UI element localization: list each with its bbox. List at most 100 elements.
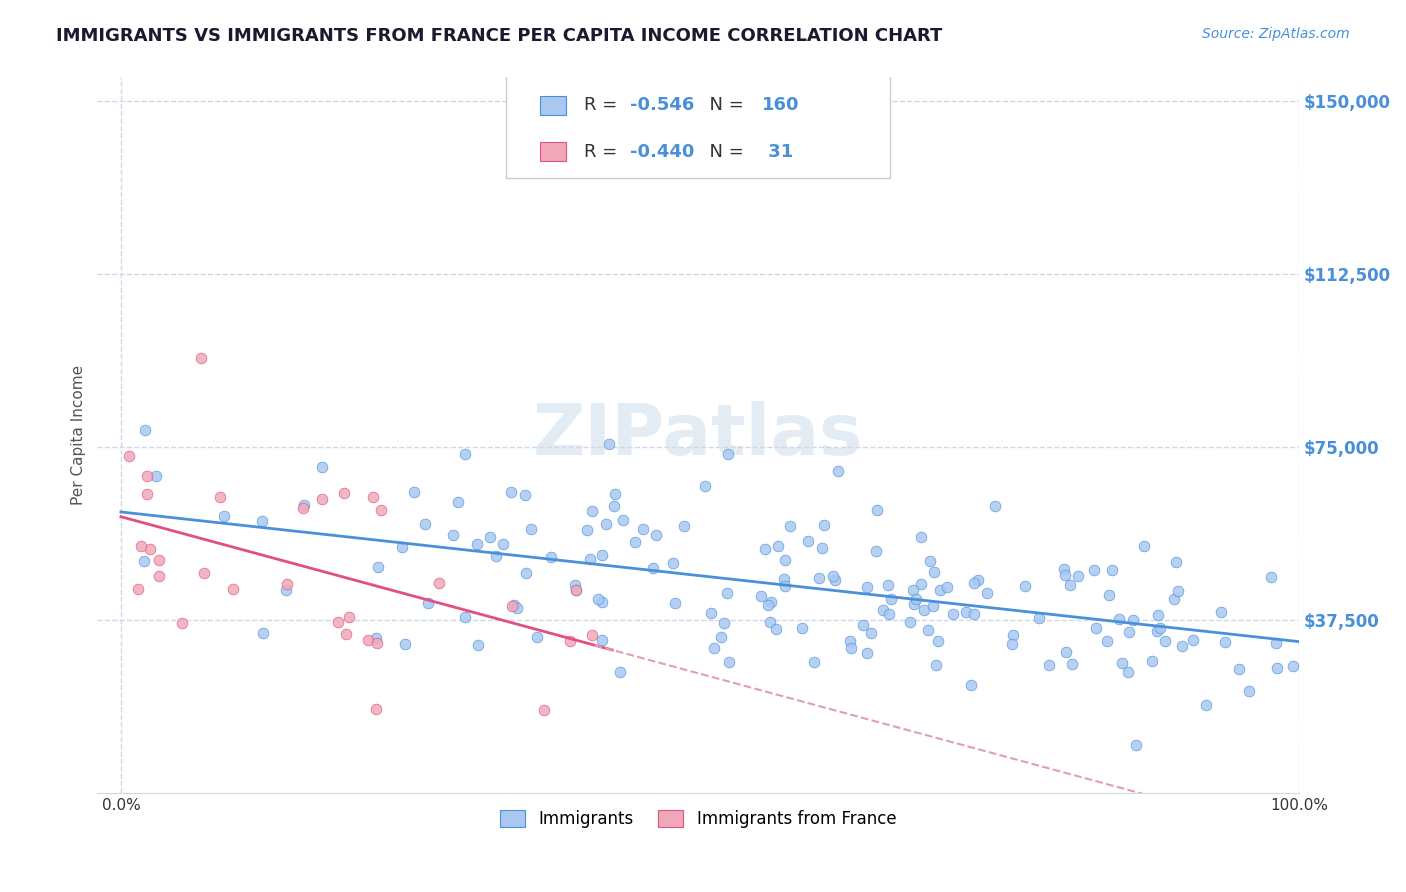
Immigrants (917, 623, 939, 637)
Immigrants (413, 517, 436, 532)
Immigrants (505, 600, 527, 615)
Immigrants (796, 534, 818, 549)
Immigrants (716, 585, 738, 599)
Immigrants (467, 639, 489, 653)
Immigrants (404, 485, 426, 500)
Immigrants (591, 595, 613, 609)
Immigrants (942, 607, 965, 621)
Immigrants (1239, 684, 1261, 698)
Immigrants (903, 597, 925, 611)
Immigrants (603, 487, 626, 501)
Immigrants from France (190, 351, 212, 365)
Immigrants (1014, 579, 1036, 593)
Immigrants (918, 554, 941, 568)
Immigrants (132, 554, 155, 568)
Immigrants (394, 637, 416, 651)
Immigrants (1171, 640, 1194, 654)
Immigrants (856, 646, 879, 660)
Immigrants (703, 641, 725, 656)
Immigrants (581, 504, 603, 518)
Immigrants (664, 596, 686, 610)
Immigrants (754, 542, 776, 557)
Immigrants (773, 572, 796, 586)
Immigrants (1163, 592, 1185, 607)
Immigrants (879, 607, 901, 621)
Immigrants from France (333, 485, 356, 500)
Immigrants from France (129, 539, 152, 553)
FancyBboxPatch shape (540, 142, 567, 161)
Immigrants (1265, 636, 1288, 650)
Immigrants (214, 509, 236, 524)
Immigrants (700, 606, 723, 620)
Immigrants (823, 569, 845, 583)
Immigrants (576, 523, 599, 537)
Immigrants (1133, 539, 1156, 553)
Immigrants (565, 583, 588, 598)
Immigrants (515, 566, 537, 580)
Immigrants (901, 582, 924, 597)
Immigrants (1167, 584, 1189, 599)
Immigrants (963, 576, 986, 591)
Immigrants (661, 556, 683, 570)
Immigrants (966, 574, 988, 588)
Immigrants (955, 605, 977, 619)
Immigrants from France (138, 541, 160, 556)
Immigrants (925, 657, 948, 672)
Text: -0.546: -0.546 (630, 96, 695, 114)
Immigrants (924, 565, 946, 579)
Immigrants (1116, 665, 1139, 679)
Immigrants (1146, 624, 1168, 639)
Immigrants (1166, 555, 1188, 569)
Immigrants (1095, 633, 1118, 648)
Immigrants (773, 553, 796, 567)
Immigrants from France (118, 449, 141, 463)
Immigrants (759, 595, 782, 609)
Immigrants (641, 561, 664, 575)
Immigrants (145, 469, 167, 483)
Immigrants (586, 592, 609, 607)
Text: N =: N = (699, 96, 749, 114)
Immigrants from France (581, 628, 603, 642)
Immigrants (859, 625, 882, 640)
Immigrants (540, 549, 562, 564)
FancyBboxPatch shape (506, 70, 890, 178)
Immigrants from France (361, 491, 384, 505)
Text: 160: 160 (762, 96, 800, 114)
Immigrants (612, 513, 634, 527)
Immigrants (976, 586, 998, 600)
Immigrants (1084, 621, 1107, 635)
Immigrants (910, 530, 932, 544)
Immigrants (1181, 632, 1204, 647)
Immigrants (841, 640, 863, 655)
Immigrants (693, 479, 716, 493)
Immigrants (910, 577, 932, 591)
Text: R =: R = (583, 143, 623, 161)
Immigrants (876, 577, 898, 591)
Immigrants (984, 499, 1007, 513)
Immigrants from France (291, 501, 314, 516)
Immigrants from France (135, 469, 157, 483)
Immigrants (1000, 636, 1022, 650)
Immigrants (1227, 662, 1250, 676)
Immigrants (710, 630, 733, 644)
Immigrants (935, 580, 957, 594)
Immigrants (1195, 698, 1218, 712)
Legend: Immigrants, Immigrants from France: Immigrants, Immigrants from France (494, 803, 903, 834)
Immigrants (1211, 605, 1233, 619)
Immigrants (779, 518, 801, 533)
Immigrants (564, 578, 586, 592)
Immigrants (479, 530, 502, 544)
Immigrants (364, 632, 387, 646)
Immigrants (520, 522, 543, 536)
Immigrants (765, 622, 787, 636)
Immigrants (1142, 654, 1164, 668)
Immigrants (492, 537, 515, 551)
Immigrants (447, 494, 470, 508)
Immigrants (813, 517, 835, 532)
Immigrants (579, 552, 602, 566)
Immigrants from France (148, 568, 170, 582)
Immigrants (1101, 563, 1123, 577)
Immigrants (1267, 661, 1289, 675)
Immigrants (595, 517, 617, 532)
Immigrants (749, 589, 772, 603)
